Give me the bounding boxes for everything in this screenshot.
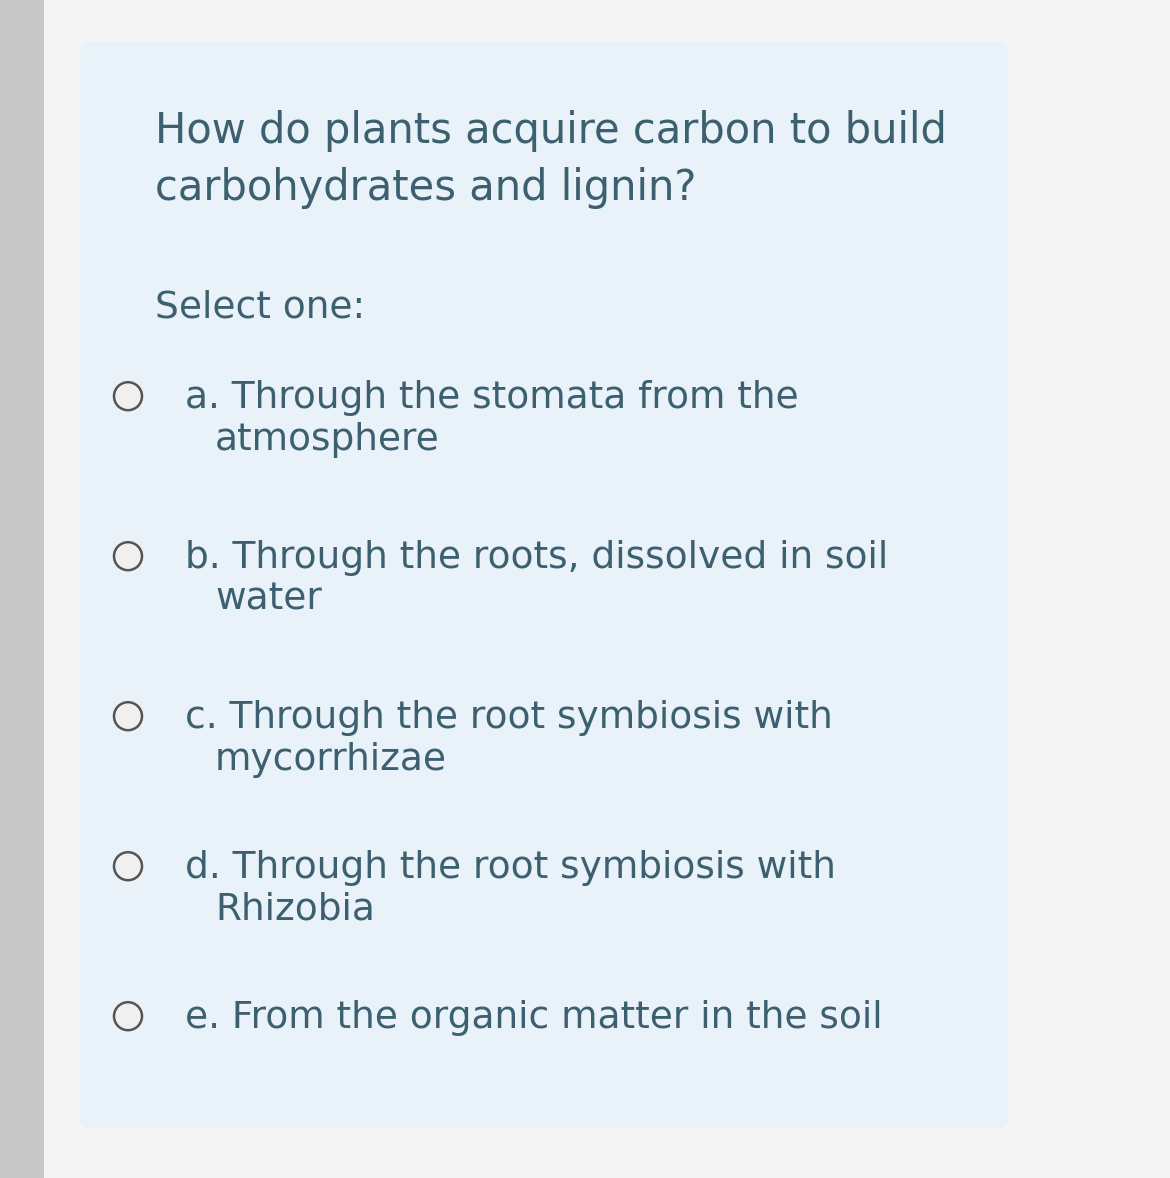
Circle shape xyxy=(113,1002,142,1031)
Circle shape xyxy=(113,852,142,880)
Text: atmosphere: atmosphere xyxy=(215,422,440,458)
Circle shape xyxy=(113,702,142,730)
FancyBboxPatch shape xyxy=(80,42,1009,1129)
Text: mycorrhizae: mycorrhizae xyxy=(215,742,447,777)
Text: d. Through the root symbiosis with: d. Through the root symbiosis with xyxy=(185,851,835,886)
Circle shape xyxy=(113,542,142,570)
Text: How do plants acquire carbon to build
carbohydrates and lignin?: How do plants acquire carbon to build ca… xyxy=(154,110,947,209)
Text: a. Through the stomata from the: a. Through the stomata from the xyxy=(185,380,799,416)
Bar xyxy=(0,0,44,1178)
Text: Select one:: Select one: xyxy=(154,290,365,326)
Text: Rhizobia: Rhizobia xyxy=(215,892,374,928)
Text: water: water xyxy=(215,582,322,617)
Text: c. Through the root symbiosis with: c. Through the root symbiosis with xyxy=(185,700,833,736)
Text: e. From the organic matter in the soil: e. From the organic matter in the soil xyxy=(185,1000,882,1035)
Circle shape xyxy=(113,382,142,410)
Text: b. Through the roots, dissolved in soil: b. Through the roots, dissolved in soil xyxy=(185,540,888,576)
